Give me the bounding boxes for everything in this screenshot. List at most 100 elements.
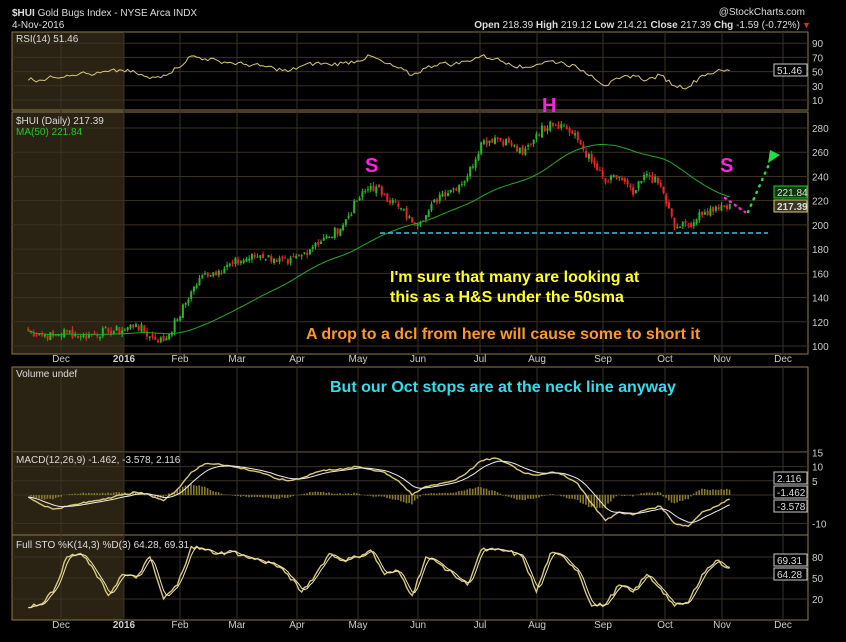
macd-histogram-bar (52, 495, 54, 499)
month-label: Sep (594, 620, 612, 631)
macd-histogram-bar (411, 495, 413, 504)
macd-histogram-bar (549, 494, 551, 495)
macd-histogram-bar (36, 495, 38, 498)
month-label: Dec (774, 354, 792, 365)
candle-body (364, 191, 366, 192)
macd-histogram-bar (281, 495, 283, 497)
candle-body (511, 142, 513, 145)
head-label: H (542, 95, 556, 117)
macd-histogram-bar (265, 495, 267, 497)
candle-body (254, 255, 256, 257)
candle-body (444, 192, 446, 197)
candle-body (552, 123, 554, 126)
macd-histogram-bar (268, 495, 270, 498)
macd-histogram-bar (500, 494, 502, 495)
macd-histogram-bar (715, 490, 717, 495)
candle-body (118, 327, 120, 333)
macd-histogram-bar (707, 490, 709, 495)
candle-body (201, 275, 203, 278)
macd-histogram-bar (221, 494, 223, 495)
macd-histogram-bar (381, 495, 383, 497)
candle-body (245, 259, 247, 261)
candle-body (500, 138, 502, 141)
candle-body (381, 186, 383, 195)
macd-histogram-bar (469, 488, 471, 495)
macd-histogram-bar (82, 493, 84, 495)
price-tick: 280 (812, 124, 829, 135)
macd-histogram-bar (279, 495, 281, 499)
candle-body (627, 180, 629, 184)
candle-body (331, 237, 333, 238)
macd-histogram-bar (602, 495, 604, 508)
macd-histogram-bar (577, 495, 579, 500)
candle-body (342, 225, 344, 230)
candle-body (182, 304, 184, 317)
macd-histogram-bar (165, 495, 167, 496)
macd-histogram-bar (522, 495, 524, 500)
candle-body (276, 260, 278, 262)
volume-legend: Volume undef (16, 369, 77, 380)
candle-body (187, 300, 189, 303)
candle-body (135, 324, 137, 327)
macd-histogram-bar (538, 495, 540, 497)
candle-body (66, 330, 68, 331)
macd-histogram-bar (96, 493, 98, 495)
macd-histogram-bar (571, 495, 573, 499)
macd-histogram-bar (334, 494, 336, 495)
brand-link[interactable]: @StockCharts.com (719, 7, 805, 18)
candle-body (522, 146, 524, 154)
macd-histogram-bar (442, 493, 444, 495)
candle-body (593, 160, 595, 164)
candle-body (662, 187, 664, 193)
macd-histogram-bar (685, 495, 687, 499)
macd-histogram-bar (254, 495, 256, 497)
sto-tick: 80 (812, 553, 824, 564)
candle-body (163, 336, 165, 341)
candle-body (524, 148, 526, 154)
macd-histogram-bar (516, 495, 518, 500)
macd-histogram-bar (486, 489, 488, 495)
candle-body (486, 140, 488, 144)
rsi-tick: 30 (812, 82, 824, 93)
candle-body (232, 262, 234, 263)
candle-body (229, 264, 231, 266)
macd-histogram-bar (215, 492, 217, 495)
month-label: Jun (410, 620, 426, 631)
macd-histogram-bar (671, 495, 673, 503)
candle-body (198, 278, 200, 285)
macd-histogram-bar (331, 493, 333, 495)
candle-body (417, 224, 419, 226)
candle-body (157, 341, 159, 343)
candle-body (395, 201, 397, 202)
candle-body (436, 199, 438, 202)
macd-histogram-bar (386, 495, 388, 498)
macd-histogram-bar (519, 495, 521, 500)
candle-body (287, 259, 289, 263)
macd-histogram-bar (643, 493, 645, 495)
candle-body (176, 319, 178, 321)
macd-histogram-bar (690, 495, 692, 496)
candle-body (651, 176, 653, 183)
candle-body (392, 200, 394, 203)
macd-histogram-bar (85, 493, 87, 495)
candle-body (386, 194, 388, 202)
candle-body (113, 332, 115, 334)
macd-histogram-bar (71, 494, 73, 495)
candle-body (442, 193, 444, 196)
macd-histogram-bar (389, 495, 391, 499)
macd-histogram-bar (709, 490, 711, 495)
annotation-line4: But our Oct stops are at the neck line a… (330, 379, 676, 396)
sto-k-line (28, 546, 729, 607)
macd-histogram-bar (207, 488, 209, 495)
candle-body (63, 330, 65, 337)
candle-body (425, 215, 427, 219)
svg-text:$HUI Gold Bugs Index - NYSE Ar: $HUI Gold Bugs Index - NYSE Arca INDX (12, 8, 197, 19)
macd-histogram-bar (461, 491, 463, 495)
candle-body (303, 252, 305, 253)
candle-body (251, 254, 253, 260)
macd-histogram-bar (210, 490, 212, 495)
candle-body (234, 258, 236, 264)
candle-body (712, 207, 714, 212)
macd-tick: 15 (812, 448, 824, 459)
price-tick: 160 (812, 269, 829, 280)
